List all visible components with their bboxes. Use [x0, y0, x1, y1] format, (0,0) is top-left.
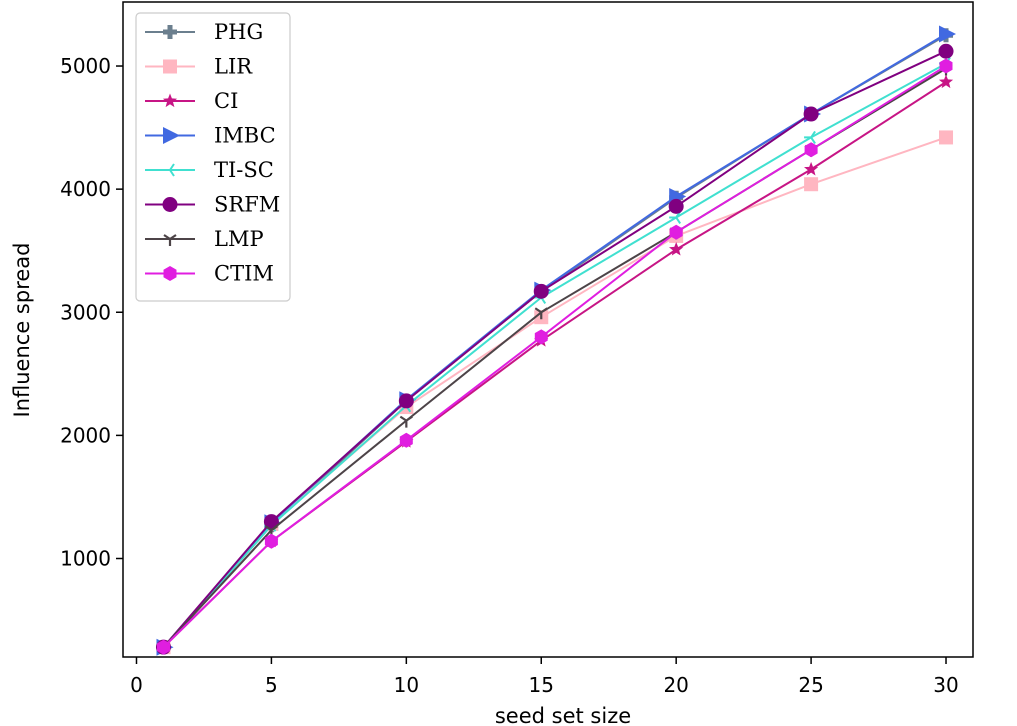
data-point-ctim-25 — [804, 142, 818, 158]
data-point-ctim-10 — [399, 432, 413, 448]
plot-frame — [122, 1, 974, 658]
legend-item-lmp: LMP — [145, 227, 264, 251]
y-axis-label: Influence spread — [10, 243, 34, 418]
data-point-lmp-15 — [534, 307, 548, 320]
data-point-srfm-30 — [938, 43, 954, 59]
y-tick-label-5000: 5000 — [60, 54, 111, 78]
data-point-srfm-5 — [263, 514, 279, 530]
legend-item-ctim: CTIM — [145, 262, 274, 286]
data-point-ti-sc-25 — [804, 130, 816, 144]
legend-marker-phg — [163, 25, 177, 39]
x-tick-label-5: 5 — [265, 673, 278, 697]
data-point-lir-30 — [939, 130, 954, 145]
x-axis: 0 5 10 15 20 25 30 — [130, 657, 959, 697]
data-point-ctim-15 — [534, 329, 548, 345]
x-tick-label-0: 0 — [130, 673, 143, 697]
data-point-lir-25 — [804, 177, 819, 192]
legend-label-ti-sc: TI-SC — [214, 158, 274, 182]
legend-marker-imbc — [163, 127, 180, 144]
legend-label-srfm: SRFM — [214, 193, 280, 217]
data-point-lmp-10 — [399, 415, 413, 428]
data-point-srfm-20 — [668, 198, 684, 214]
data-point-srfm-15 — [533, 283, 549, 299]
legend-label-imbc: IMBC — [214, 124, 276, 148]
data-point-imbc-30 — [939, 25, 956, 43]
x-tick-label-20: 20 — [663, 673, 688, 697]
x-tick-label-25: 25 — [798, 673, 823, 697]
legend-box — [135, 12, 291, 302]
series-ctim — [157, 58, 953, 655]
y-tick-label-4000: 4000 — [60, 177, 111, 201]
legend-marker-ci — [162, 93, 178, 108]
data-point-ci-20 — [669, 242, 684, 256]
data-point-ci-25 — [804, 161, 819, 176]
legend-marker-lir — [163, 59, 177, 74]
legend-item-phg: PHG — [145, 20, 263, 44]
x-tick-label-10: 10 — [394, 673, 419, 697]
legend-label-ctim: CTIM — [214, 262, 274, 286]
y-axis: 1000 2000 3000 4000 5000 — [60, 54, 123, 571]
legend-label-ci: CI — [214, 89, 238, 113]
legend-marker-srfm — [162, 197, 178, 212]
legend-item-ti-sc: TI-SC — [145, 158, 274, 182]
x-tick-label-15: 15 — [529, 673, 554, 697]
legend-item-srfm: SRFM — [145, 193, 280, 217]
legend: PHG LIR CI IMBC TI-SC SRFM LMP CTIM — [135, 12, 291, 302]
data-point-srfm-10 — [398, 393, 414, 409]
legend-label-lir: LIR — [214, 55, 253, 79]
chart-marks — [155, 25, 956, 656]
legend-item-imbc: IMBC — [145, 124, 276, 148]
data-point-ctim-1 — [157, 639, 170, 655]
legend-label-lmp: LMP — [214, 227, 264, 251]
legend-item-ci: CI — [145, 89, 238, 113]
data-point-ctim-20 — [669, 224, 683, 240]
legend-marker-ti-sc — [163, 163, 175, 177]
legend-item-lir: LIR — [145, 55, 253, 79]
data-point-ci-30 — [938, 74, 954, 89]
y-tick-label-1000: 1000 — [60, 547, 111, 571]
data-point-srfm-25 — [803, 106, 819, 122]
y-tick-label-2000: 2000 — [60, 423, 111, 447]
legend-label-phg: PHG — [214, 20, 263, 44]
legend-marker-ctim — [163, 266, 177, 281]
y-tick-label-3000: 3000 — [60, 300, 111, 324]
legend-marker-lmp — [163, 234, 177, 246]
x-axis-label: seed set size — [495, 704, 631, 726]
data-point-ctim-30 — [939, 58, 953, 74]
x-tick-label-30: 30 — [933, 673, 958, 697]
data-point-ctim-5 — [264, 533, 278, 549]
